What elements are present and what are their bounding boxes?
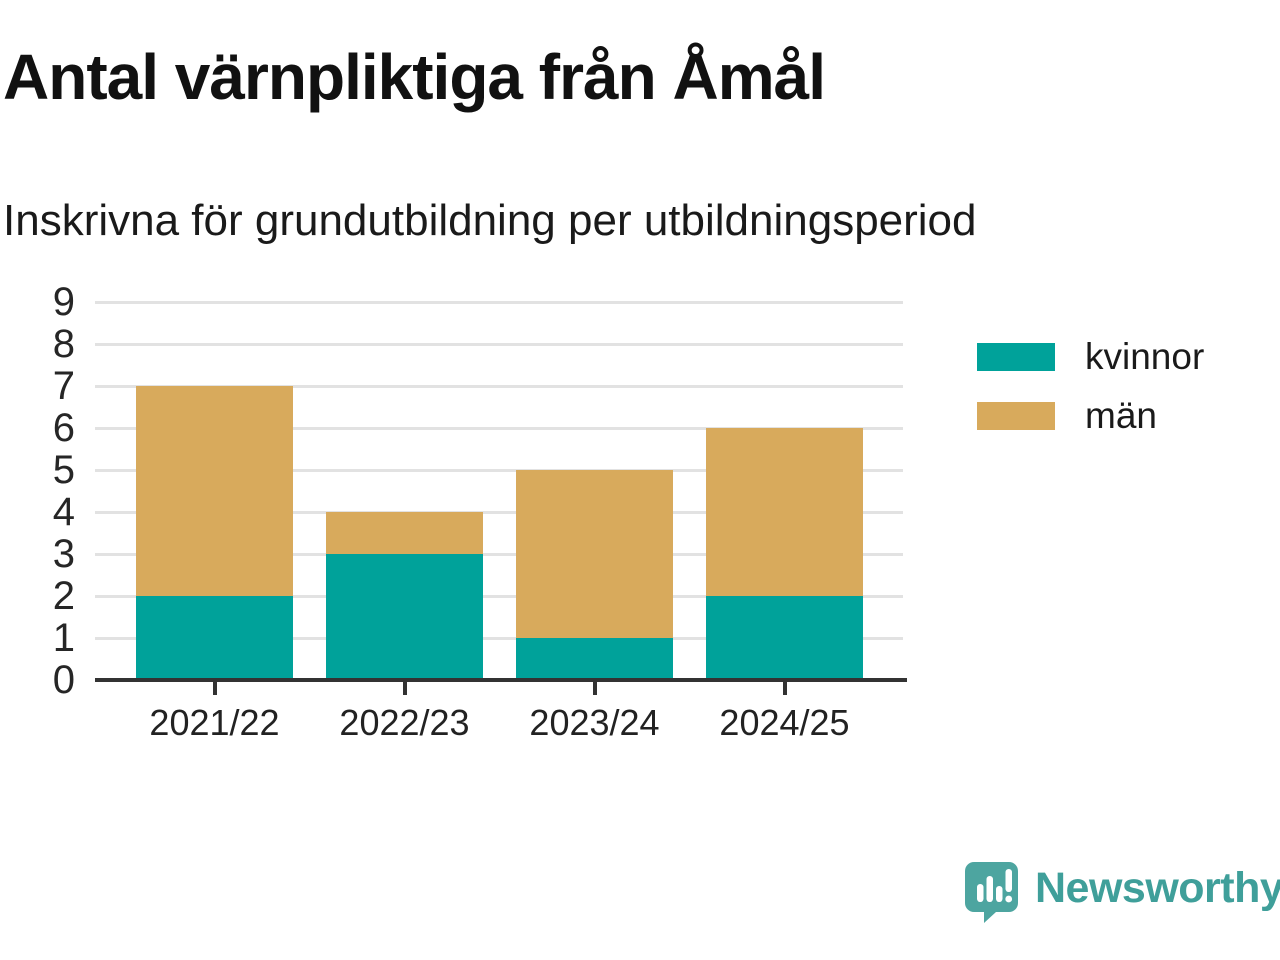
y-axis-tick-label-0: 0	[52, 658, 75, 702]
y-axis-tick-label-3: 3	[52, 532, 75, 576]
gridline-5	[95, 469, 903, 472]
gridline-4	[95, 511, 903, 514]
bar-group-2021/22	[136, 386, 293, 680]
legend-item-man: män	[977, 395, 1204, 436]
gridline-3	[95, 553, 903, 556]
x-axis-tick-2022/23	[402, 682, 407, 695]
x-axis-tick-label-2024/25: 2024/25	[719, 702, 850, 743]
bar-segment-kvinnor-2021/22	[136, 596, 293, 680]
y-axis-tick-label-8: 8	[52, 322, 75, 366]
x-axis-tick-label-2023/24: 2023/24	[529, 702, 660, 743]
x-axis-tick-2024/25	[782, 682, 787, 695]
x-axis-tick-2023/24	[592, 682, 597, 695]
bar-segment-kvinnor-2023/24	[516, 638, 673, 680]
bar-segment-män-2021/22	[136, 386, 293, 596]
bar-group-2023/24	[516, 470, 673, 680]
gridline-9	[95, 301, 903, 304]
bar-segment-kvinnor-2022/23	[326, 554, 483, 680]
newsworthy-branding: Newsworthy	[965, 862, 1280, 923]
y-axis-tick-label-6: 6	[52, 406, 75, 450]
chart-subtitle: Inskrivna för grundutbildning per utbild…	[3, 196, 977, 245]
x-axis-tick-label-2022/23: 2022/23	[339, 702, 470, 743]
bar-segment-män-2023/24	[516, 470, 673, 638]
y-axis-tick-label-4: 4	[52, 490, 75, 534]
gridline-2	[95, 595, 903, 598]
legend-swatch-man	[977, 402, 1055, 430]
chart-title: Antal värnpliktiga från Åmål	[3, 41, 826, 113]
legend-label-man: män	[1085, 395, 1157, 436]
y-axis-tick-label-7: 7	[52, 364, 75, 408]
bar-segment-män-2024/25	[706, 428, 863, 596]
x-axis-tick-label-2021/22: 2021/22	[149, 702, 280, 743]
gridline-6	[95, 427, 903, 430]
plot-area	[95, 301, 903, 680]
legend-swatch-kvinnor	[977, 343, 1055, 371]
gridline-1	[95, 637, 903, 640]
gridline-7	[95, 385, 903, 388]
y-axis-tick-label-9: 9	[52, 280, 75, 324]
x-axis-tick-2021/22	[212, 682, 217, 695]
bar-group-2022/23	[326, 512, 483, 680]
y-axis-tick-label-2: 2	[52, 574, 75, 618]
legend-label-kvinnor: kvinnor	[1085, 336, 1205, 377]
legend-item-kvinnor: kvinnor	[977, 336, 1205, 377]
gridline-8	[95, 343, 903, 346]
y-axis-tick-label-1: 1	[52, 616, 75, 660]
bar-group-2024/25	[706, 428, 863, 680]
legend: kvinnor män	[977, 336, 1205, 461]
x-axis-line	[95, 678, 907, 682]
bar-segment-män-2022/23	[326, 512, 483, 554]
newsworthy-speech-bubble-chart-icon	[965, 862, 1018, 923]
newsworthy-wordmark: Newsworthy	[1035, 864, 1280, 912]
bar-segment-kvinnor-2024/25	[706, 596, 863, 680]
y-axis-tick-label-5: 5	[52, 448, 75, 492]
